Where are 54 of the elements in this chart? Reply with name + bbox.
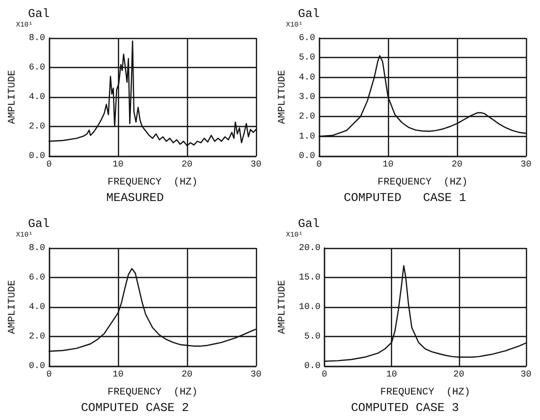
y-tick-label: 2.0 [28, 332, 46, 342]
y-axis-title: AMPLITUDE [8, 280, 18, 334]
y-tick-label: 20.0 [298, 243, 321, 253]
text: Gal [298, 217, 320, 231]
y-tick-label: 0.0 [28, 151, 46, 161]
text: Gal [28, 217, 50, 231]
x-tick-label: 30 [520, 160, 532, 170]
x-tick-label: 30 [250, 370, 262, 380]
y-tick-label: 3.0 [298, 92, 316, 102]
text: Gal [28, 7, 50, 21]
x-axis-title: FREQUENCY (HZ) [108, 176, 198, 188]
x-tick-label: 20 [453, 370, 464, 380]
x-tick-label: 10 [386, 370, 398, 380]
y-tick-label: 0.0 [298, 151, 316, 161]
y-tick-label: 6.0 [28, 62, 46, 72]
y-tick-label: 6.0 [28, 272, 46, 282]
y-tick-label: 15.0 [298, 272, 321, 282]
x-tick-label: 0 [46, 370, 52, 380]
x-tick-label: 10 [112, 160, 124, 170]
y-tick-label: 8.0 [28, 243, 46, 253]
text: COMPUTED CASE 1 [344, 191, 466, 205]
y-tick-label: 4.0 [28, 92, 46, 102]
y-axis-title: AMPLITUDE [8, 70, 18, 124]
y-tick-label: 2.0 [298, 112, 316, 122]
y-tick-label: 2.0 [28, 122, 46, 132]
y-tick-label: 4.0 [28, 302, 46, 312]
y-tick-label: 0.0 [304, 361, 321, 371]
y-tick-label: 1.0 [298, 131, 316, 142]
x-axis-title: FREQUENCY (HZ) [380, 386, 470, 398]
y-tick-label: 4.0 [298, 72, 316, 82]
text: COMPUTED CASE 3 [350, 401, 460, 415]
text: MEASURED [106, 191, 164, 205]
x-tick-label: 30 [250, 160, 262, 170]
x-tick-label: 10 [382, 160, 394, 170]
y-axis-title: AMPLITUDE [278, 70, 288, 124]
x-tick-label: 20 [452, 160, 462, 170]
text: COMPUTED CASE 2 [80, 401, 190, 415]
y-tick-label: 6.0 [298, 33, 316, 43]
y-axis-title: AMPLITUDE [278, 280, 288, 334]
y-tick-label: 10.0 [298, 302, 321, 312]
x-axis-title: FREQUENCY (HZ) [378, 176, 468, 188]
x-tick-label: 20 [182, 160, 192, 170]
x-tick-label: 0 [322, 370, 328, 380]
x-tick-label: 0 [46, 160, 52, 170]
y-tick-label: 8.0 [28, 33, 46, 43]
text: Gal [298, 7, 320, 21]
x-tick-label: 30 [520, 370, 532, 380]
x-axis-title: FREQUENCY (HZ) [108, 386, 198, 398]
x-tick-label: 10 [112, 370, 124, 380]
x-tick-label: 0 [316, 160, 322, 170]
y-tick-label: 0.0 [28, 361, 46, 371]
y-tick-label: 5.0 [298, 52, 316, 63]
y-tick-label: 5.0 [304, 332, 321, 342]
x-tick-label: 20 [182, 370, 192, 380]
